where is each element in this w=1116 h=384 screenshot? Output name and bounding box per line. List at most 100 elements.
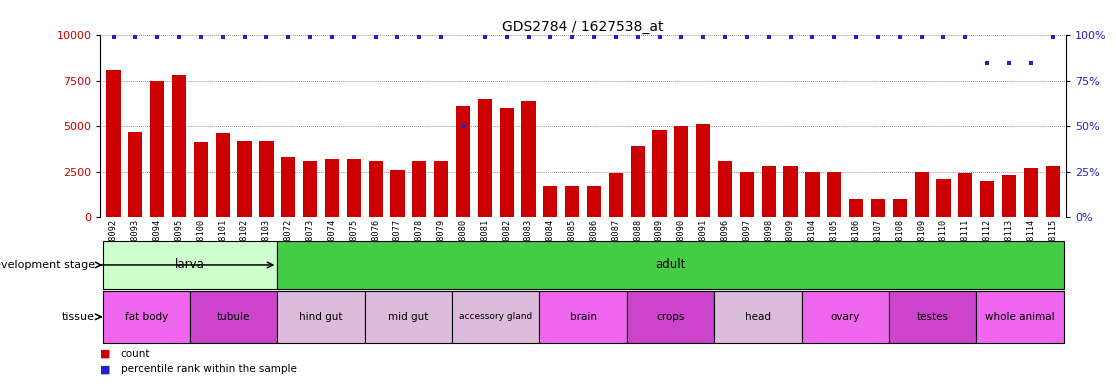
Point xyxy=(258,34,276,40)
Point xyxy=(934,34,952,40)
Text: ovary: ovary xyxy=(830,312,860,322)
Text: hind gut: hind gut xyxy=(299,312,343,322)
Bar xyxy=(521,101,536,217)
Point xyxy=(716,34,734,40)
Bar xyxy=(980,180,994,217)
Point xyxy=(367,34,385,40)
Point xyxy=(148,34,166,40)
Bar xyxy=(412,161,426,217)
Point xyxy=(475,34,493,40)
Bar xyxy=(103,241,278,289)
Bar xyxy=(870,199,885,217)
Title: GDS2784 / 1627538_at: GDS2784 / 1627538_at xyxy=(502,20,664,34)
Text: larva: larva xyxy=(175,258,205,271)
Bar xyxy=(806,172,819,217)
Point xyxy=(781,34,799,40)
Bar xyxy=(238,141,252,217)
Bar xyxy=(849,199,863,217)
Bar xyxy=(674,126,689,217)
Text: adult: adult xyxy=(655,258,685,271)
Point xyxy=(126,34,144,40)
Point xyxy=(520,34,538,40)
Point xyxy=(1000,60,1018,66)
Bar xyxy=(827,172,841,217)
Point xyxy=(1043,34,1061,40)
Point xyxy=(388,34,406,40)
Bar xyxy=(761,166,776,217)
Bar xyxy=(888,291,976,343)
Bar xyxy=(914,172,929,217)
Bar xyxy=(434,161,449,217)
Text: ■: ■ xyxy=(100,364,110,374)
Point xyxy=(170,34,187,40)
Bar xyxy=(627,291,714,343)
Text: testes: testes xyxy=(916,312,949,322)
Bar xyxy=(565,186,579,217)
Bar xyxy=(631,146,645,217)
Point xyxy=(847,34,865,40)
Point xyxy=(628,34,646,40)
Point xyxy=(1022,60,1040,66)
Bar xyxy=(543,186,558,217)
Point xyxy=(979,60,997,66)
Bar xyxy=(304,161,317,217)
Point xyxy=(301,34,319,40)
Point xyxy=(651,34,668,40)
Text: fat body: fat body xyxy=(125,312,167,322)
Text: ■: ■ xyxy=(100,349,110,359)
Point xyxy=(913,34,931,40)
Bar xyxy=(696,124,710,217)
Bar xyxy=(1023,168,1038,217)
Bar xyxy=(936,179,951,217)
Bar xyxy=(194,142,208,217)
Point xyxy=(956,34,974,40)
Point xyxy=(869,34,887,40)
Point xyxy=(235,34,253,40)
Bar xyxy=(281,157,296,217)
Bar xyxy=(103,291,190,343)
Bar xyxy=(893,199,907,217)
Bar xyxy=(325,159,339,217)
Point xyxy=(323,34,340,40)
Bar xyxy=(368,161,383,217)
Text: brain: brain xyxy=(569,312,597,322)
Text: count: count xyxy=(121,349,150,359)
Bar xyxy=(1046,166,1060,217)
Text: crops: crops xyxy=(656,312,684,322)
Text: percentile rank within the sample: percentile rank within the sample xyxy=(121,364,297,374)
Bar xyxy=(718,161,732,217)
Text: tubule: tubule xyxy=(217,312,250,322)
Text: development stage: development stage xyxy=(0,260,95,270)
Bar xyxy=(959,173,972,217)
Point xyxy=(694,34,712,40)
Point xyxy=(279,34,297,40)
Bar xyxy=(500,108,513,217)
Bar xyxy=(365,291,452,343)
Point xyxy=(891,34,908,40)
Bar xyxy=(714,291,801,343)
Text: tissue: tissue xyxy=(61,312,95,322)
Bar xyxy=(608,173,623,217)
Point xyxy=(673,34,691,40)
Bar xyxy=(347,159,360,217)
Bar xyxy=(215,133,230,217)
Text: accessory gland: accessory gland xyxy=(459,312,532,321)
Bar xyxy=(539,291,627,343)
Point xyxy=(345,34,363,40)
Bar xyxy=(391,170,405,217)
Point xyxy=(585,34,603,40)
Point xyxy=(760,34,778,40)
Point xyxy=(826,34,844,40)
Bar xyxy=(278,291,365,343)
Bar xyxy=(452,291,539,343)
Point xyxy=(564,34,581,40)
Text: head: head xyxy=(744,312,771,322)
Bar xyxy=(151,81,164,217)
Point xyxy=(498,34,516,40)
Bar xyxy=(190,291,278,343)
Bar xyxy=(783,166,798,217)
Bar xyxy=(801,291,888,343)
Bar xyxy=(740,172,754,217)
Bar xyxy=(1002,175,1016,217)
Point xyxy=(432,34,450,40)
